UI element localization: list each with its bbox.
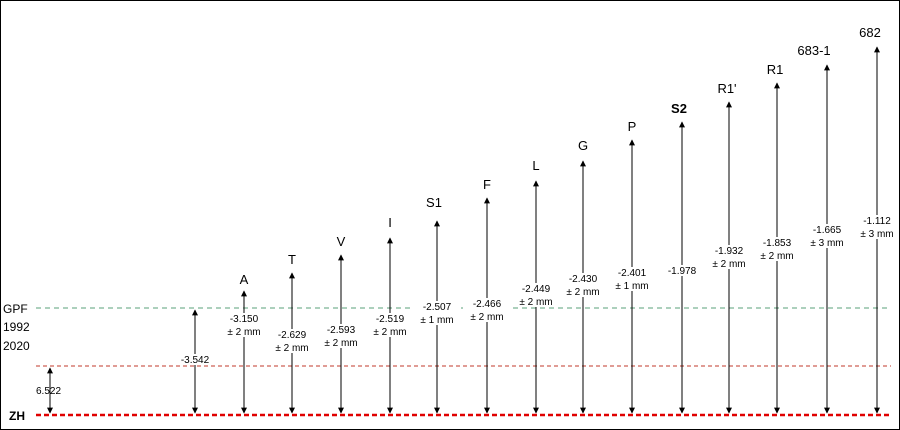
point-label-S2: S2	[671, 101, 687, 116]
value-bg-S1	[413, 301, 461, 325]
value-V: -2.593	[327, 325, 356, 336]
value-bg-R1p	[705, 245, 753, 269]
point-label-L: L	[532, 158, 539, 173]
value-683-1: -1.665	[813, 225, 842, 236]
point-label-683-1: 683-1	[797, 43, 830, 58]
point-label-P: P	[628, 119, 637, 134]
value-bg-V	[317, 324, 365, 348]
tolerance-T: ± 2 mm	[275, 343, 308, 354]
value-bg-682	[853, 215, 899, 239]
label-2020: 2020	[3, 339, 30, 353]
value-R1: -1.853	[763, 238, 792, 249]
value-bg-G	[559, 273, 607, 297]
value-bg-S2	[658, 265, 706, 276]
zh-label: ZH	[9, 409, 25, 423]
value-682: -1.112	[863, 216, 891, 227]
tolerance-I: ± 2 mm	[373, 327, 406, 338]
value-bg-P	[608, 267, 656, 291]
value-S2: -1.978	[668, 266, 697, 277]
point-label-I: I	[388, 215, 392, 230]
value-L: -2.449	[522, 284, 551, 295]
tolerance-683-1: ± 3 mm	[810, 238, 843, 249]
offset-1992-value: 6.522	[36, 386, 61, 397]
value-A: -3.150	[230, 314, 259, 325]
point-label-V: V	[337, 234, 346, 249]
point-label-F: F	[483, 177, 491, 192]
tolerance-L: ± 2 mm	[519, 297, 552, 308]
point-label-S1: S1	[426, 195, 442, 210]
value-bg-683-1	[803, 224, 851, 248]
point-label-A: A	[240, 272, 249, 287]
value-I: -2.519	[376, 314, 405, 325]
value-bg-T	[268, 329, 316, 353]
tolerance-A: ± 2 mm	[227, 327, 260, 338]
point-label-G: G	[578, 138, 588, 153]
gpf-label: GPF	[3, 302, 28, 316]
point-label-682: 682	[859, 25, 881, 40]
value-R1p: -1.932	[715, 246, 744, 257]
value-T: -2.629	[278, 330, 307, 341]
tolerance-R1p: ± 2 mm	[712, 259, 745, 270]
tolerance-G: ± 2 mm	[566, 287, 599, 298]
value-bg-I	[366, 313, 414, 337]
value-bg-A	[220, 313, 268, 337]
tolerance-P: ± 1 mm	[615, 281, 648, 292]
point-label-R1: R1	[767, 62, 784, 77]
value-S1: -2.507	[423, 302, 452, 313]
tolerance-R1: ± 2 mm	[760, 251, 793, 262]
tolerance-S1: ± 1 mm	[420, 315, 453, 326]
point-label-T: T	[288, 252, 296, 267]
value-G: -2.430	[569, 274, 598, 285]
tolerance-682: ± 3 mm	[860, 229, 893, 240]
value-P: -2.401	[618, 268, 647, 279]
point-label-R1p: R1'	[717, 81, 736, 96]
value-bg-F	[463, 298, 511, 322]
value-bg-L	[512, 283, 560, 307]
value-F: -2.466	[473, 299, 502, 310]
tolerance-V: ± 2 mm	[324, 338, 357, 349]
value-gpf-ref: -3.542	[181, 355, 210, 366]
value-bg-gpf-ref	[171, 354, 219, 365]
value-bg-R1	[753, 237, 801, 261]
label-1992: 1992	[3, 320, 30, 334]
tolerance-F: ± 2 mm	[470, 312, 503, 323]
